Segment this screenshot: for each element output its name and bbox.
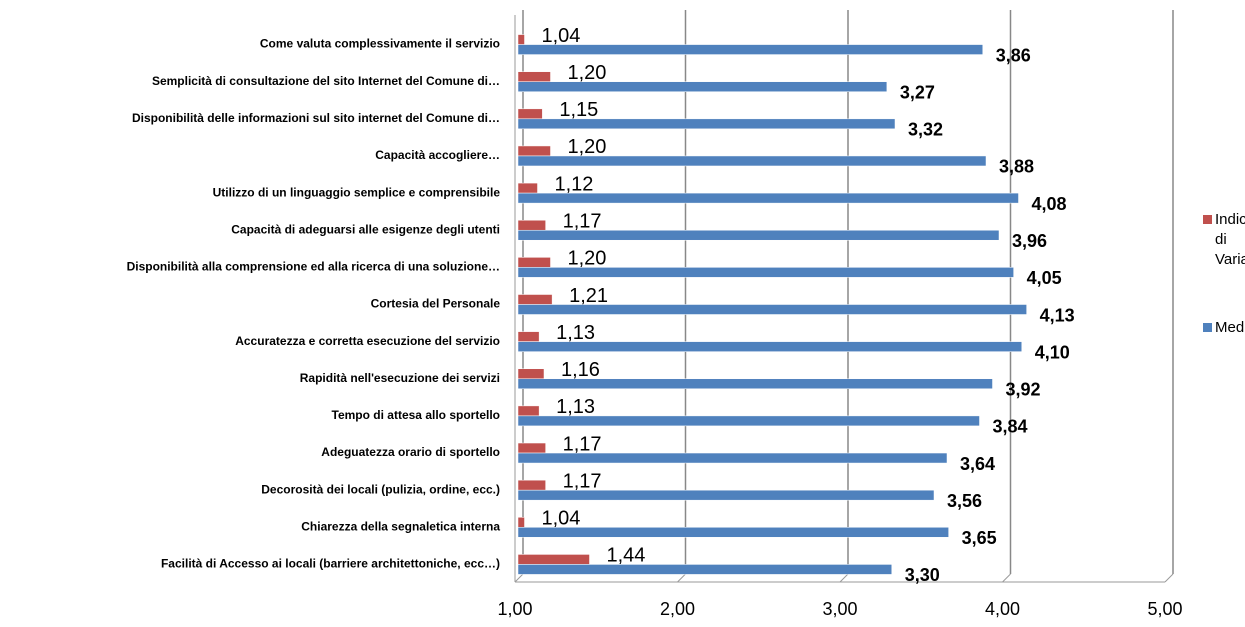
value-label: 3,56 [947,491,982,511]
category-label: Decorosità dei locali (pulizia, ordine, … [261,482,500,496]
value-label: 1,20 [568,248,607,270]
value-label: 3,30 [905,565,940,585]
value-label: 3,64 [960,454,995,474]
bar [517,145,551,157]
x-tick-label: 2,00 [660,599,695,619]
bar [517,378,993,390]
bar [517,192,1019,204]
bar [517,331,540,342]
x-tick-label: 5,00 [1147,599,1182,619]
tick-mark [1002,573,1011,583]
bar [517,527,949,538]
legend-item: Indice di Variabilità [1203,210,1245,270]
value-label: 1,17 [563,433,602,455]
value-label: 4,13 [1040,305,1075,325]
bar [517,405,540,417]
value-label: 1,15 [559,99,598,121]
bar [517,368,545,380]
value-label: 3,96 [1012,231,1047,251]
value-label: 3,86 [996,45,1031,65]
bar [517,517,525,528]
category-label: Disponibilità alla comprensione ed alla … [127,260,500,274]
value-label: 1,20 [568,136,607,158]
value-label: 1,21 [569,285,608,307]
value-label: 3,92 [1006,380,1041,400]
bar [517,267,1014,278]
bar [517,479,546,491]
category-label: Facilità di Accesso ai locali (barriere … [161,557,500,571]
bar [517,452,948,464]
bar [517,81,888,92]
value-label: 3,27 [900,82,935,102]
value-label: 1,20 [568,62,607,84]
value-label: 3,32 [908,120,943,140]
value-label: 1,04 [542,508,581,530]
value-label: 1,17 [563,211,602,233]
x-tick-label: 4,00 [985,599,1020,619]
category-label: Capacità accogliere… [375,148,500,162]
bar [517,257,551,268]
category-label: Accuratezza e corretta esecuzione del se… [235,334,500,348]
bar [517,294,553,305]
legend-swatch [1203,215,1212,224]
value-label: 1,12 [555,173,594,195]
bar [517,341,1022,352]
bar [517,415,980,427]
legend-label: Media [1215,319,1245,336]
bar [517,304,1027,315]
category-label: Come valuta complessivamente il servizio [260,37,500,51]
category-label: Adeguatezza orario di sportello [321,445,500,459]
legend-item: Media [1203,318,1245,338]
value-label: 1,16 [561,359,600,381]
tick-mark [677,573,686,583]
value-label: 1,13 [556,322,595,344]
bar [517,71,551,82]
value-label: 4,10 [1035,342,1070,362]
category-label: Disponibilità delle informazioni sul sit… [132,111,500,125]
x-tick-label: 1,00 [497,599,532,619]
bar [517,554,590,565]
bar [517,442,546,454]
value-label: 1,17 [563,470,602,492]
bar [517,44,983,55]
tick-mark [839,573,849,583]
tick-mark [514,573,524,583]
bar [517,155,987,167]
tick-mark [1164,573,1174,583]
value-label: 1,44 [607,545,646,567]
category-label: Capacità di adeguarsi alle esigenze degl… [231,222,500,236]
legend-label: Indice di Variabilità [1215,211,1245,268]
category-label: Rapidità nell'esecuzione dei servizi [300,371,500,385]
category-label: Tempo di attesa allo sportello [332,408,500,422]
x-tick-label: 3,00 [822,599,857,619]
category-label: Utilizzo di un linguaggio semplice e com… [213,185,501,199]
value-label: 4,05 [1027,268,1062,288]
bar [517,219,546,231]
category-label: Semplicità di consultazione del sito Int… [152,74,500,88]
legend-swatch [1203,323,1212,332]
bar [517,182,538,194]
value-label: 1,04 [542,25,581,47]
value-label: 3,88 [999,157,1034,177]
bar [517,564,892,575]
value-label: 4,08 [1032,194,1067,214]
value-label: 3,84 [993,417,1028,437]
bar [517,108,543,120]
value-label: 3,65 [962,528,997,548]
bar [517,118,896,130]
category-label: Cortesia del Personale [371,297,501,311]
bar [517,34,525,45]
bar [517,489,935,501]
bar [517,229,1000,241]
value-label: 1,13 [556,396,595,418]
category-label: Chiarezza della segnaletica interna [301,519,500,533]
